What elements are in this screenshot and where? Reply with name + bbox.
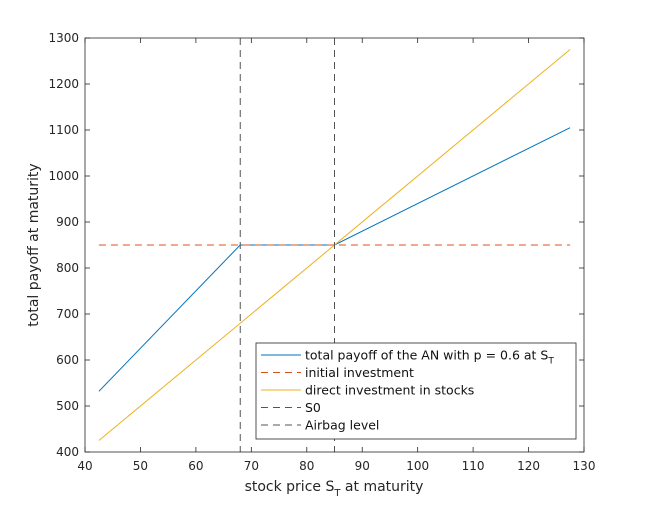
x-tick-label: 60: [188, 459, 203, 473]
legend-label-main: initial investment: [305, 365, 414, 380]
y-tick-label: 500: [56, 399, 79, 413]
legend-entries: total payoff of the AN with p = 0.6 at S…: [261, 348, 554, 433]
legend-label-main: Airbag level: [305, 418, 379, 433]
x-tick-label: 90: [355, 459, 370, 473]
y-tick-label: 900: [56, 215, 79, 229]
legend: total payoff of the AN with p = 0.6 at S…: [255, 342, 577, 440]
x-tick-label: 110: [462, 459, 485, 473]
plot-frame: [84, 37, 585, 453]
legend-label-main: S0: [305, 400, 321, 415]
x-axis-label: stock price ST at maturity: [245, 479, 424, 499]
y-tick-label: 1000: [48, 169, 79, 183]
x-tick-label: 50: [133, 459, 148, 473]
x-axis-label-main: stock price S: [245, 479, 335, 495]
legend-label-direct-investment-in-stocks: direct investment in stocks: [305, 383, 474, 398]
y-tick-label: 1200: [48, 77, 79, 91]
legend-box: [255, 342, 577, 440]
legend-label-initial-investment: initial investment: [305, 365, 414, 380]
y-tick-label: 400: [56, 445, 79, 459]
x-tick-label: 130: [573, 459, 596, 473]
tick-layer: 40 50 60 70 80 90 100 110 120 130 400 500 600 700 800 9…: [48, 31, 595, 473]
legend-label-main: direct investment in stocks: [305, 383, 474, 398]
x-axis-label-tail: at maturity: [340, 479, 423, 495]
y-axis-label: total payoff at maturity: [26, 163, 42, 326]
x-tick-label: 40: [77, 459, 92, 473]
y-tick-label: 1100: [48, 123, 79, 137]
legend-label-subscript: T: [547, 357, 554, 367]
x-tick-label: 120: [517, 459, 540, 473]
series-layer: [98, 38, 571, 452]
legend-label-total-payoff-of-the-an-with-p-0-6-at-s: total payoff of the AN with p = 0.6 at S…: [305, 348, 554, 367]
x-axis-label-subscript: T: [333, 488, 341, 499]
y-tick-label: 800: [56, 261, 79, 275]
y-tick-label: 700: [56, 307, 79, 321]
x-tick-label: 80: [299, 459, 314, 473]
legend-label-airbag-level: Airbag level: [305, 418, 379, 433]
legend-label-main: total payoff of the AN with p = 0.6 at S: [305, 348, 548, 363]
series-line-total-payoff-of-the-an-with-p-0-6-at-s: [98, 127, 571, 392]
x-tick-label: 70: [244, 459, 259, 473]
legend-label-s0: S0: [305, 400, 321, 415]
x-tick-label: 100: [406, 459, 429, 473]
y-tick-label: 600: [56, 353, 79, 367]
y-tick-label: 1300: [48, 31, 79, 45]
